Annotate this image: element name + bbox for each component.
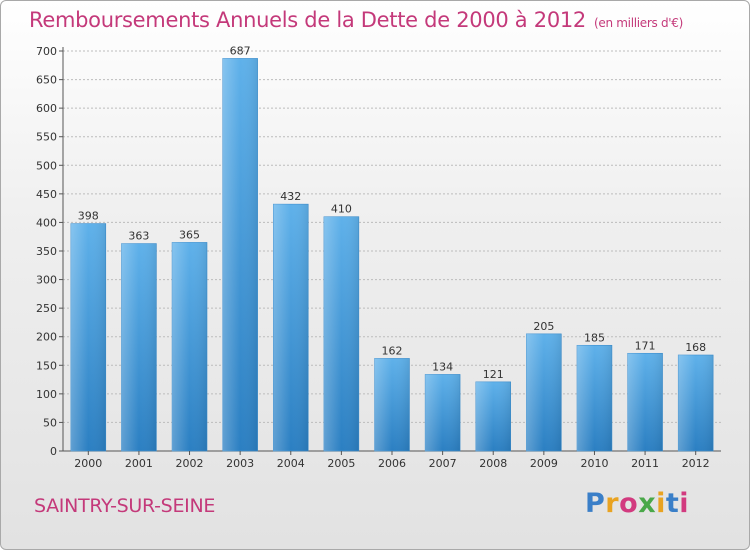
y-tick-label: 500 [36, 159, 57, 172]
bar-shine [172, 242, 208, 451]
y-tick-label: 300 [36, 274, 57, 287]
logo-letter: r [605, 488, 620, 519]
proxiti-logo: Proxiti [585, 488, 689, 519]
y-tick-label: 100 [36, 388, 57, 401]
y-tick-label: 600 [36, 102, 57, 115]
y-tick-label: 400 [36, 216, 57, 229]
chart-title: Remboursements Annuels de la Dette de 20… [29, 8, 683, 32]
y-tick-label: 250 [36, 302, 57, 315]
logo-letter: x [638, 488, 657, 519]
x-tick-label: 2012 [682, 457, 710, 470]
data-label: 168 [685, 341, 706, 354]
y-tick-label: 50 [43, 416, 57, 429]
y-tick-label: 700 [36, 45, 57, 58]
logo-letter: o [619, 488, 639, 519]
y-tick-label: 150 [36, 359, 57, 372]
data-label: 398 [78, 210, 99, 223]
x-tick-label: 2008 [479, 457, 507, 470]
data-label: 171 [635, 339, 656, 352]
x-tick-label: 2000 [74, 457, 102, 470]
x-tick-label: 2010 [580, 457, 608, 470]
data-label: 410 [331, 203, 352, 216]
x-tick-label: 2005 [327, 457, 355, 470]
y-tick-label: 550 [36, 131, 57, 144]
x-tick-label: 2004 [277, 457, 305, 470]
y-tick-label: 450 [36, 188, 57, 201]
x-tick-label: 2009 [530, 457, 558, 470]
bar-shine [222, 58, 258, 452]
y-tick-label: 0 [50, 445, 57, 458]
x-tick-label: 2002 [176, 457, 204, 470]
data-label: 687 [230, 44, 251, 57]
chart-title-text: Remboursements Annuels de la Dette de 20… [29, 8, 586, 32]
bar-shine [425, 374, 461, 451]
bar-shine [273, 204, 309, 451]
bar-shine [627, 353, 663, 451]
x-tick-label: 2006 [378, 457, 406, 470]
bar-shine [678, 355, 714, 451]
y-tick-label: 200 [36, 331, 57, 344]
bar-shine [374, 358, 410, 451]
data-label: 134 [432, 360, 453, 373]
data-label: 363 [128, 230, 149, 243]
data-label: 205 [533, 320, 554, 333]
data-label: 162 [382, 344, 403, 357]
logo-letter: t [665, 488, 680, 519]
bar-shine [576, 345, 612, 451]
bar-shine [70, 223, 106, 451]
data-label: 365 [179, 228, 200, 241]
logo-letter: i [656, 488, 666, 519]
x-tick-label: 2011 [631, 457, 659, 470]
data-label: 121 [483, 368, 504, 381]
x-tick-label: 2007 [429, 457, 457, 470]
x-tick-label: 2003 [226, 457, 254, 470]
chart-subtitle: (en milliers d'€) [594, 16, 684, 30]
y-tick-label: 350 [36, 245, 57, 258]
bar-shine [475, 381, 511, 451]
x-tick-label: 2001 [125, 457, 153, 470]
bar-shine [323, 216, 359, 451]
city-name: SAINTRY-SUR-SEINE [34, 495, 216, 517]
logo-letter: P [585, 488, 606, 519]
bar-shine [121, 243, 157, 451]
data-label: 432 [280, 190, 301, 203]
logo-letter: i [679, 488, 690, 519]
bar-shine [526, 333, 562, 451]
y-tick-label: 650 [36, 74, 57, 87]
data-label: 185 [584, 331, 605, 344]
